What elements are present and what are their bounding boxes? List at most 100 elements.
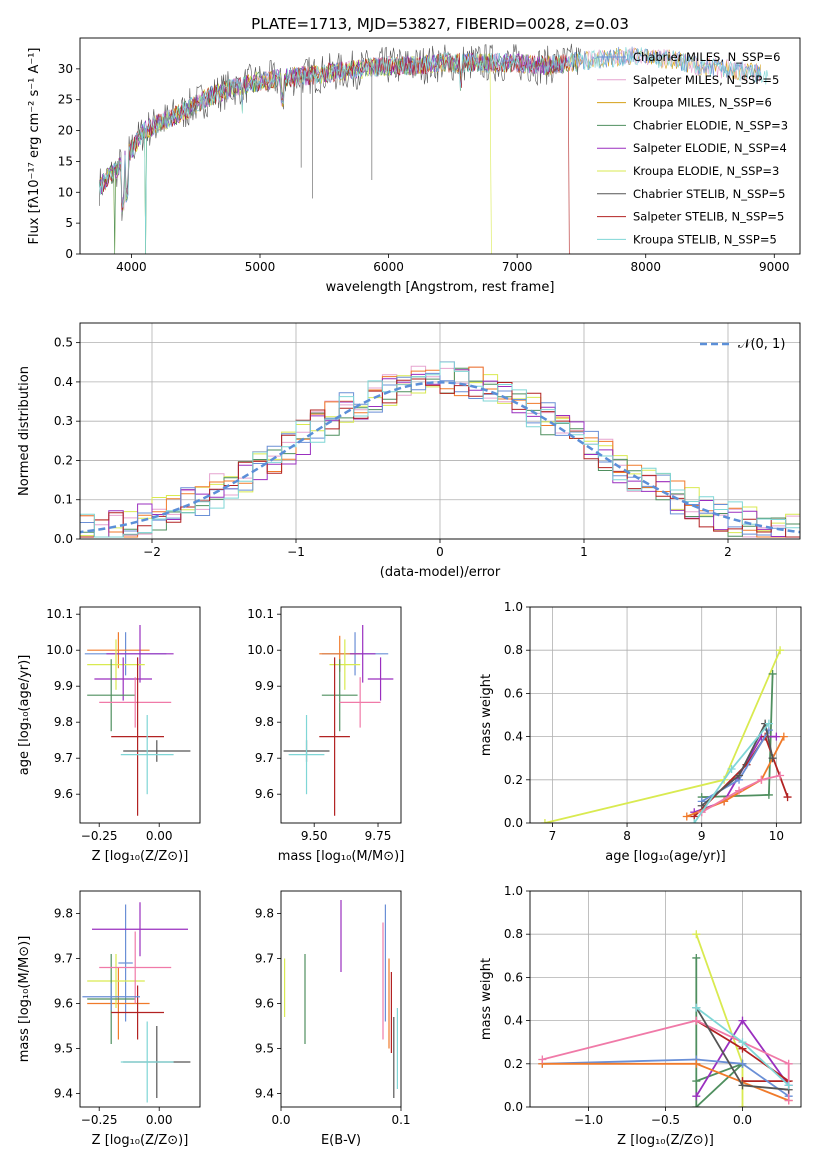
legend-entry: Salpeter MILES, N_SSP=5 [633, 73, 779, 87]
y-tick-label: 1.0 [504, 600, 523, 614]
x-tick-label: 5000 [245, 260, 276, 274]
y-axis-label: Flux [fλ10⁻¹⁷ erg cm⁻² s⁻¹ A⁻¹] [27, 48, 42, 245]
legend-entry: Kroupa MILES, N_SSP=6 [633, 96, 772, 110]
plot-mw_age: 7 8 9 10 0.0 0.2 0.4 0.6 0.8 1.0 age [log₁₀(age/yr… [479, 600, 802, 864]
x-tick-label: 0.0 [733, 1113, 752, 1127]
y-tick-label: 0.0 [504, 1100, 523, 1114]
x-tick-label: 0.00 [146, 1113, 173, 1127]
y-tick-label: 9.9 [255, 679, 274, 693]
weight-marker [784, 1096, 793, 1105]
x-tick-label: −0.25 [81, 829, 118, 843]
legend-entry: Salpeter STELIB, N_SSP=5 [633, 210, 784, 224]
x-tick-label: 10 [769, 829, 784, 843]
x-axis-label: wavelength [Angstrom, rest frame] [326, 280, 555, 295]
spectrum-line-salp_elodie [99, 52, 569, 213]
y-tick-label: 15 [58, 154, 73, 168]
weight-marker [692, 930, 701, 939]
x-tick-label: −1.0 [574, 1113, 603, 1127]
x-axis-label: Z [log₁₀(Z/Z⊙)] [617, 1133, 714, 1148]
spectrum-line-krou_stelib [99, 46, 769, 254]
x-axis-label: Z [log₁₀(Z/Z⊙)] [92, 1133, 189, 1148]
y-tick-label: 9.8 [54, 907, 73, 921]
legend-entry: Kroupa STELIB, N_SSP=5 [633, 232, 777, 246]
y-tick-label: 10 [58, 185, 73, 199]
x-tick-label: 8000 [630, 260, 661, 274]
x-tick-label: −0.5 [651, 1113, 680, 1127]
weight-marker [692, 1003, 701, 1012]
weight-line-krou_stelib [693, 723, 770, 823]
y-tick-label: 0.2 [54, 453, 73, 467]
plot-area-mass_Z [82, 902, 191, 1103]
y-tick-label: 9.6 [255, 787, 274, 801]
spectrum-line-chab_elodie [99, 53, 569, 254]
y-axis-label: Normed distribution [17, 366, 32, 496]
plot-age_Z: −0.25 0.00 9.6 9.7 9.8 9.9 10.0 10.1 Z [log₁₀(Z/… [17, 606, 201, 864]
weight-marker [692, 1016, 701, 1025]
weight-marker [768, 754, 777, 763]
weight-marker [738, 1103, 747, 1107]
y-tick-label: 9.8 [255, 715, 274, 729]
legend-entry: 𝒩(0, 1) [738, 337, 785, 352]
weight-marker [692, 1059, 701, 1068]
y-tick-label: 9.5 [255, 1042, 274, 1056]
weight-marker [692, 1103, 701, 1107]
y-axis-label: mass [log₁₀(M/M⊙)] [17, 936, 32, 1063]
x-tick-label: 0.1 [391, 1113, 410, 1127]
y-tick-label: 0.6 [504, 686, 523, 700]
y-tick-label: 0.5 [54, 336, 73, 350]
y-tick-label: 0.1 [54, 493, 73, 507]
legend-entry: Kroupa ELODIE, N_SSP=3 [633, 164, 779, 178]
weight-marker [776, 646, 785, 655]
y-tick-label: 9.6 [255, 997, 274, 1011]
y-tick-label: 9.6 [54, 787, 73, 801]
y-tick-label: 30 [58, 62, 73, 76]
legend-entry: Chabrier MILES, N_SSP=6 [633, 50, 780, 64]
x-tick-label: 9.50 [301, 829, 328, 843]
y-tick-label: 0.0 [504, 816, 523, 830]
y-tick-label: 9.9 [54, 679, 73, 693]
y-tick-label: 0.6 [504, 970, 523, 984]
y-tick-label: 0.4 [504, 1014, 523, 1028]
y-tick-label: 9.6 [54, 997, 73, 1011]
x-tick-label: 1 [580, 545, 588, 559]
y-tick-label: 0.4 [54, 375, 73, 389]
x-tick-label: 6000 [373, 260, 404, 274]
y-tick-label: 10.0 [46, 643, 73, 657]
y-tick-label: 0.0 [54, 532, 73, 546]
weight-marker [735, 771, 744, 780]
plot-area-mw_age [540, 646, 792, 823]
weight-marker [738, 1059, 747, 1068]
weight-line-chab_stelib [701, 720, 774, 807]
x-axis-label: Z [log₁₀(Z/Z⊙)] [92, 849, 189, 864]
y-tick-label: 0.2 [504, 773, 523, 787]
axes-frame [280, 606, 402, 824]
weight-marker [538, 1055, 547, 1064]
weight-marker [738, 1081, 747, 1090]
axes-frame [79, 37, 801, 255]
y-tick-label: 9.4 [255, 1087, 274, 1101]
axes-frame [79, 322, 801, 540]
x-tick-label: 4000 [116, 260, 147, 274]
figure-title: PLATE=1713, MJD=53827, FIBERID=0028, z=0… [251, 15, 629, 33]
plot-residuals: −2 −1 0 1 2 0.0 0.1 0.2 0.3 0.4 0.5 (data-model)/er… [17, 322, 801, 580]
plot-area-spectrum [99, 43, 769, 254]
y-tick-label: 9.8 [255, 907, 274, 921]
weight-marker [776, 771, 785, 780]
spectrum-line-krou_elodie [99, 53, 492, 254]
weight-marker [540, 819, 549, 823]
y-tick-label: 10.1 [46, 607, 73, 621]
x-tick-label: −0.25 [81, 1113, 118, 1127]
legend-entry: Chabrier ELODIE, N_SSP=3 [633, 118, 788, 132]
y-tick-label: 0.8 [504, 643, 523, 657]
x-axis-label: age [log₁₀(age/yr)] [605, 849, 726, 864]
weight-marker [735, 786, 744, 795]
plot-area-mw_Z [538, 930, 793, 1107]
y-tick-label: 9.7 [255, 952, 274, 966]
weight-marker [692, 1092, 701, 1101]
legend-entry: Chabrier STELIB, N_SSP=5 [633, 187, 785, 201]
legend-entry: Salpeter ELODIE, N_SSP=4 [633, 141, 787, 155]
weight-marker [764, 790, 773, 799]
y-tick-label: 0.3 [54, 414, 73, 428]
y-tick-label: 0.4 [504, 730, 523, 744]
plot-area-age_Z [84, 625, 191, 816]
